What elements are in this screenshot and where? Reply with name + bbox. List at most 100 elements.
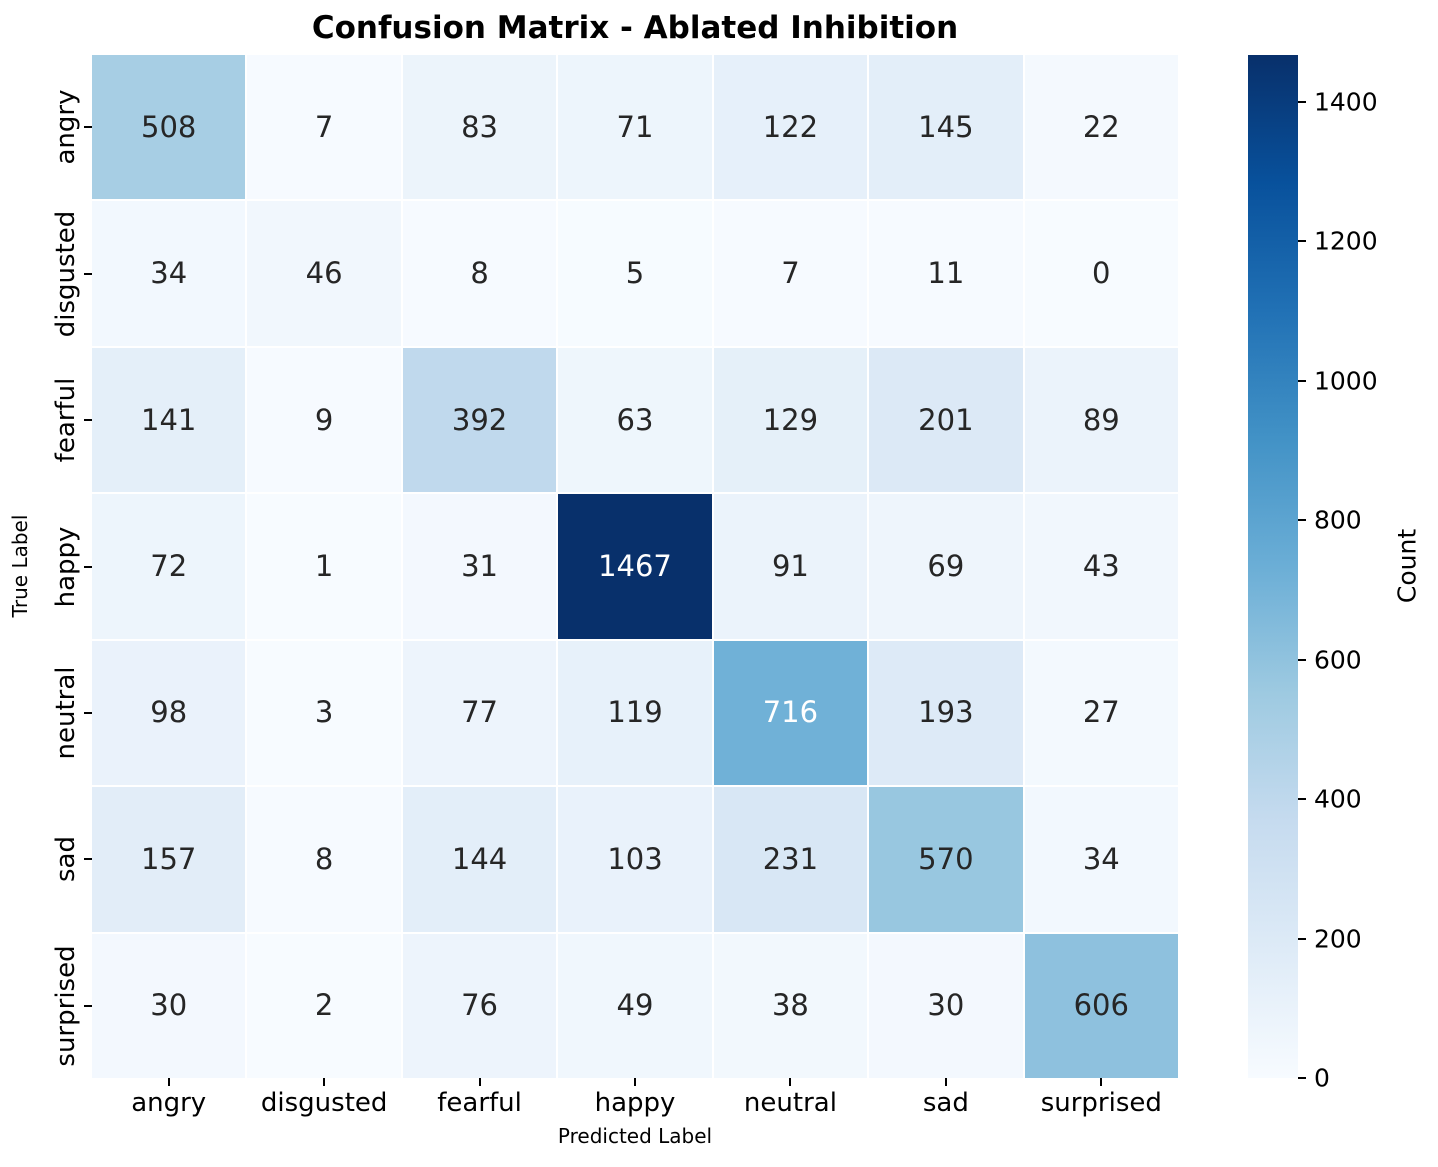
- cell-value: 141: [141, 402, 197, 437]
- cell-value: 193: [918, 695, 974, 730]
- cell-sad-sad: 570: [869, 787, 1023, 932]
- cell-value: 30: [150, 988, 188, 1023]
- cell-surprised-fearful: 76: [402, 933, 557, 1078]
- cell-value: 8: [470, 256, 489, 291]
- colorbar: [1248, 55, 1298, 1078]
- cell-surprised-neutral: 38: [713, 933, 868, 1078]
- colorbar-tick-mark: [1298, 519, 1306, 522]
- y-tick-mark: [84, 858, 92, 861]
- cell-angry-sad: 145: [869, 55, 1023, 200]
- colorbar-tick-label: 1000: [1314, 366, 1378, 396]
- x-tick-mark: [167, 1078, 170, 1086]
- cell-angry-happy: 71: [558, 55, 712, 200]
- cell-fearful-angry: 141: [92, 347, 246, 493]
- cell-disgusted-disgusted: 46: [247, 201, 401, 346]
- x-tick-label: happy: [594, 1088, 676, 1118]
- y-axis-label: True Label: [8, 514, 32, 618]
- cell-value: 22: [1082, 109, 1120, 144]
- cell-value: 392: [451, 402, 508, 437]
- cell-value: 8: [314, 841, 334, 876]
- cell-sad-angry: 157: [92, 787, 246, 932]
- y-tick-mark: [84, 126, 92, 129]
- cell-value: 49: [616, 988, 654, 1023]
- cell-disgusted-fearful: 8: [402, 201, 557, 346]
- cell-value: 27: [1082, 695, 1120, 730]
- cell-value: 2: [314, 988, 334, 1023]
- cell-surprised-happy: 49: [558, 933, 712, 1078]
- colorbar-tick-mark: [1298, 240, 1306, 243]
- cell-disgusted-sad: 11: [869, 201, 1023, 346]
- cell-sad-happy: 103: [558, 787, 712, 932]
- confusion-matrix-heatmap: 508 7 83 71 122 145 22 34 46 8 5 7 11 0 141 9 392 63 129 20…: [92, 55, 1178, 1078]
- cell-happy-angry: 72: [92, 494, 246, 639]
- cell-disgusted-surprised: 0: [1024, 201, 1178, 346]
- cell-disgusted-happy: 5: [558, 201, 712, 346]
- x-tick-label: surprised: [1040, 1088, 1162, 1118]
- colorbar-tick-mark: [1298, 100, 1306, 103]
- cell-value: 7: [781, 256, 800, 291]
- y-tick-label: fearful: [51, 377, 81, 463]
- colorbar-tick-label: 400: [1314, 784, 1362, 814]
- cell-value: 9: [314, 402, 334, 437]
- cell-value: 43: [1082, 548, 1120, 583]
- y-tick-mark: [84, 1004, 92, 1007]
- x-tick-label: disgusted: [260, 1088, 388, 1118]
- cell-value: 46: [305, 256, 343, 291]
- x-tick-mark: [944, 1078, 947, 1086]
- y-tick-label: sad: [51, 836, 81, 883]
- cell-happy-surprised: 43: [1024, 494, 1178, 639]
- cell-value: 89: [1082, 402, 1120, 437]
- cell-happy-fearful: 31: [402, 494, 557, 639]
- cell-neutral-sad: 193: [869, 640, 1023, 786]
- cell-sad-surprised: 34: [1024, 787, 1178, 932]
- cell-value: 30: [927, 988, 965, 1023]
- cell-happy-disgusted: 1: [247, 494, 401, 639]
- colorbar-tick-label: 1400: [1314, 87, 1378, 117]
- cell-surprised-sad: 30: [869, 933, 1023, 1078]
- cell-disgusted-neutral: 7: [713, 201, 868, 346]
- cell-surprised-angry: 30: [92, 933, 246, 1078]
- cell-value: 144: [451, 841, 508, 876]
- colorbar-tick-label: 600: [1314, 645, 1362, 675]
- cell-value: 38: [771, 988, 809, 1023]
- cell-fearful-disgusted: 9: [247, 347, 401, 493]
- cell-neutral-happy: 119: [558, 640, 712, 786]
- cell-angry-angry: 508: [92, 55, 246, 200]
- cell-value: 145: [918, 109, 974, 144]
- cell-value: 83: [461, 109, 499, 144]
- x-tick-mark: [1100, 1078, 1103, 1086]
- colorbar-label: Count: [1392, 528, 1422, 604]
- cell-value: 77: [461, 695, 499, 730]
- cell-fearful-surprised: 89: [1024, 347, 1178, 493]
- colorbar-tick-mark: [1298, 798, 1306, 801]
- cell-happy-neutral: 91: [713, 494, 868, 639]
- y-tick-mark: [84, 419, 92, 422]
- colorbar-tick-mark: [1298, 1077, 1306, 1079]
- colorbar-tick-label: 0: [1314, 1063, 1330, 1093]
- x-tick-mark: [789, 1078, 792, 1086]
- colorbar-tick-mark: [1298, 658, 1306, 661]
- y-tick-mark: [84, 272, 92, 275]
- cell-value: 570: [918, 841, 974, 876]
- cell-surprised-surprised: 606: [1024, 933, 1178, 1078]
- cell-sad-disgusted: 8: [247, 787, 401, 932]
- cell-value: 0: [1092, 256, 1111, 291]
- cell-happy-happy: 1467: [558, 494, 712, 639]
- cell-value: 98: [150, 695, 188, 730]
- cell-value: 7: [314, 109, 334, 144]
- cell-disgusted-angry: 34: [92, 201, 246, 346]
- cell-fearful-happy: 63: [558, 347, 712, 493]
- colorbar-tick-mark: [1298, 937, 1306, 940]
- x-tick-mark: [478, 1078, 481, 1086]
- cell-value: 11: [927, 256, 965, 291]
- cell-value: 34: [150, 256, 188, 291]
- cell-value: 716: [762, 695, 819, 730]
- y-tick-label: happy: [51, 526, 81, 607]
- cell-value: 76: [461, 988, 499, 1023]
- cell-angry-surprised: 22: [1024, 55, 1178, 200]
- x-tick-label: neutral: [743, 1088, 837, 1118]
- cell-value: 5: [625, 256, 645, 291]
- cell-neutral-angry: 98: [92, 640, 246, 786]
- cell-neutral-surprised: 27: [1024, 640, 1178, 786]
